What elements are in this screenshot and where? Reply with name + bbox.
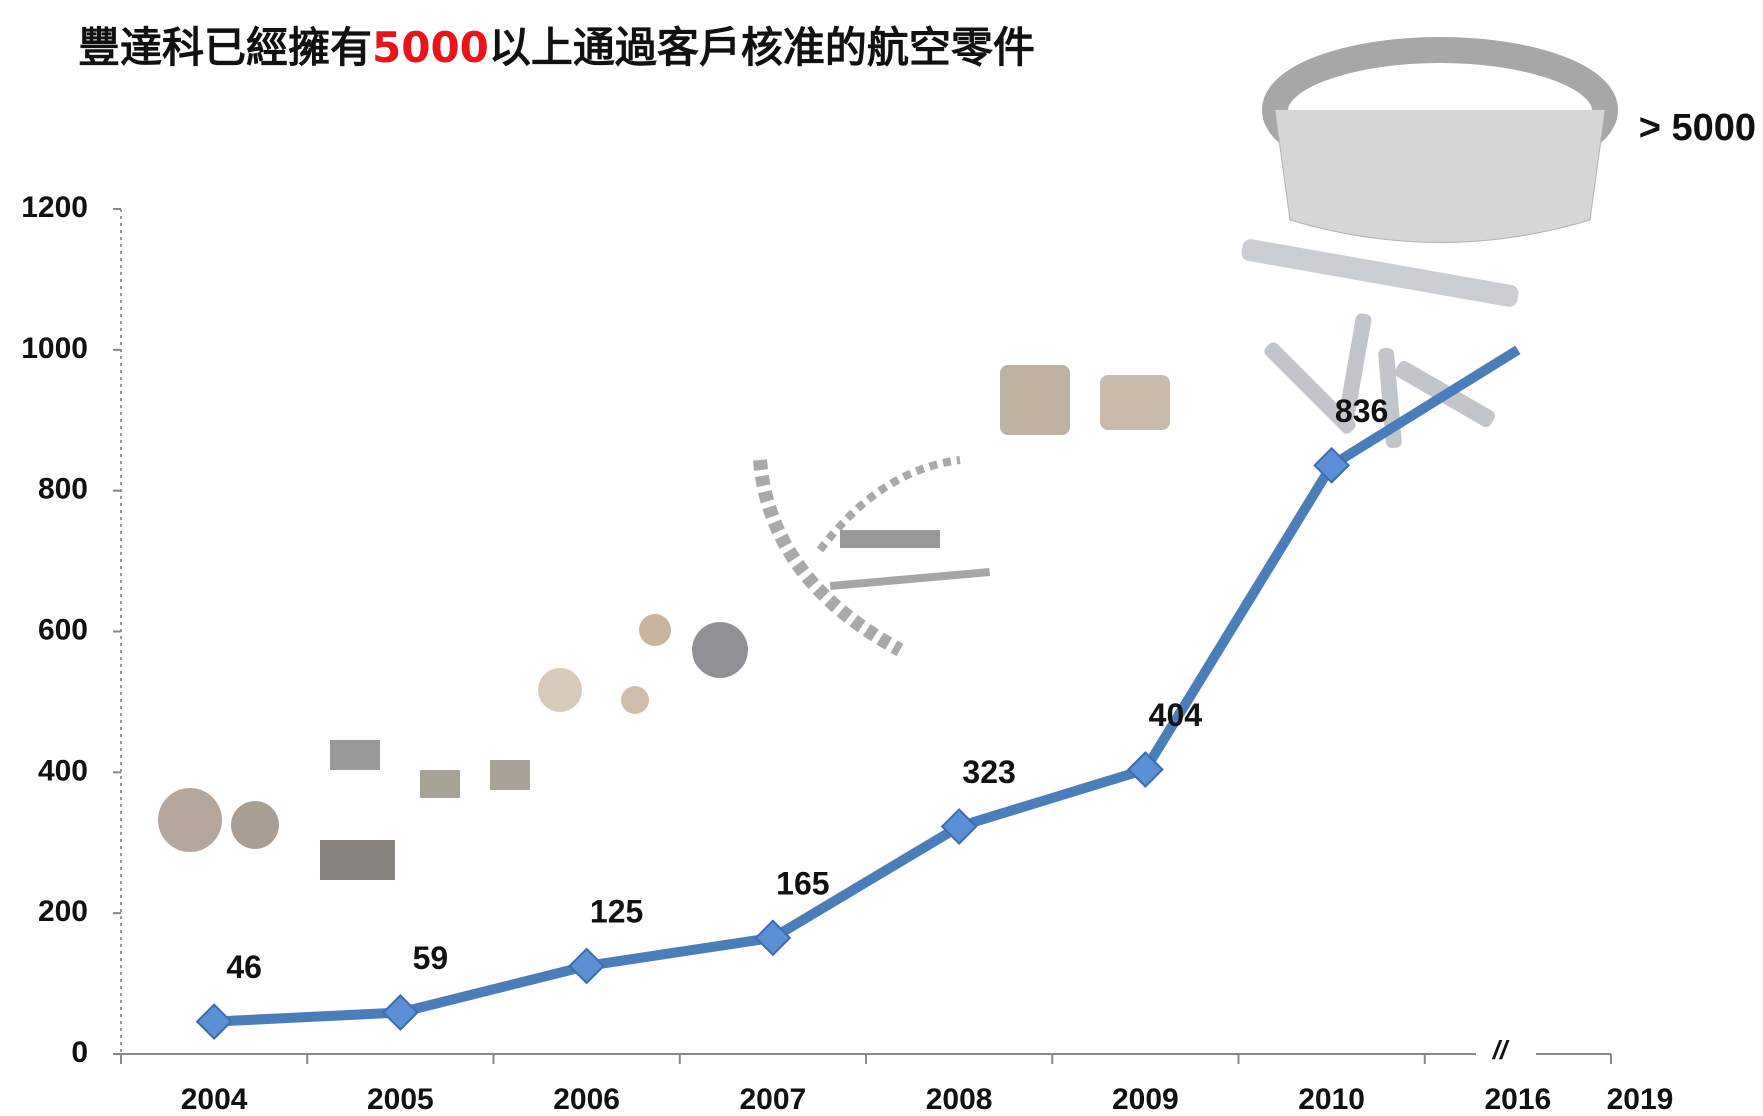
x-tick-label: 2006 [553, 1083, 620, 1116]
chart-title: 豐達科已經擁有5000以上通過客戶核准的航空零件 [78, 23, 1035, 72]
x-tick-label: 2004 [181, 1083, 248, 1116]
x-tick-label: 2019 [1607, 1083, 1674, 1116]
title-part: 豐達科已經擁有 [78, 23, 372, 72]
data-label: 165 [776, 865, 829, 901]
marker [940, 808, 978, 845]
line [213, 345, 1521, 1027]
marker [754, 919, 792, 957]
data-label: 46 [226, 949, 262, 985]
marker [1126, 751, 1164, 788]
data-label: 59 [413, 940, 449, 976]
title-part: 以上通過客戶核准的航空零件 [489, 23, 1035, 72]
marker [381, 994, 419, 1031]
x-tick-label: 2010 [1298, 1083, 1365, 1116]
marker [1313, 446, 1351, 484]
marker [568, 947, 606, 985]
y-tick-label: 200 [38, 895, 88, 928]
part-illustrations [158, 37, 1618, 880]
x-tick-label: 2008 [926, 1083, 993, 1116]
y-tick-label: 600 [38, 613, 88, 646]
y-tick-label: 0 [71, 1036, 88, 1069]
annotation: > 5000 [1639, 107, 1756, 149]
title-highlight: 5000 [372, 23, 489, 72]
y-tick-label: 800 [38, 473, 88, 506]
data-label: 404 [1149, 697, 1203, 733]
data-label: 836 [1335, 393, 1388, 429]
x-tick-label: 2009 [1112, 1083, 1179, 1116]
y-tick-label: 1000 [21, 332, 88, 365]
axis-break: // [1492, 1035, 1510, 1065]
marker [195, 1003, 233, 1041]
x-tick-label: 2016 [1485, 1083, 1552, 1116]
x-tick-label: 2007 [740, 1083, 807, 1116]
x-tick-label: 2005 [367, 1083, 434, 1116]
data-label: 323 [962, 754, 1015, 790]
y-tick-label: 400 [38, 754, 88, 787]
y-tick-label: 1200 [21, 191, 88, 224]
data-label: 125 [590, 893, 643, 929]
